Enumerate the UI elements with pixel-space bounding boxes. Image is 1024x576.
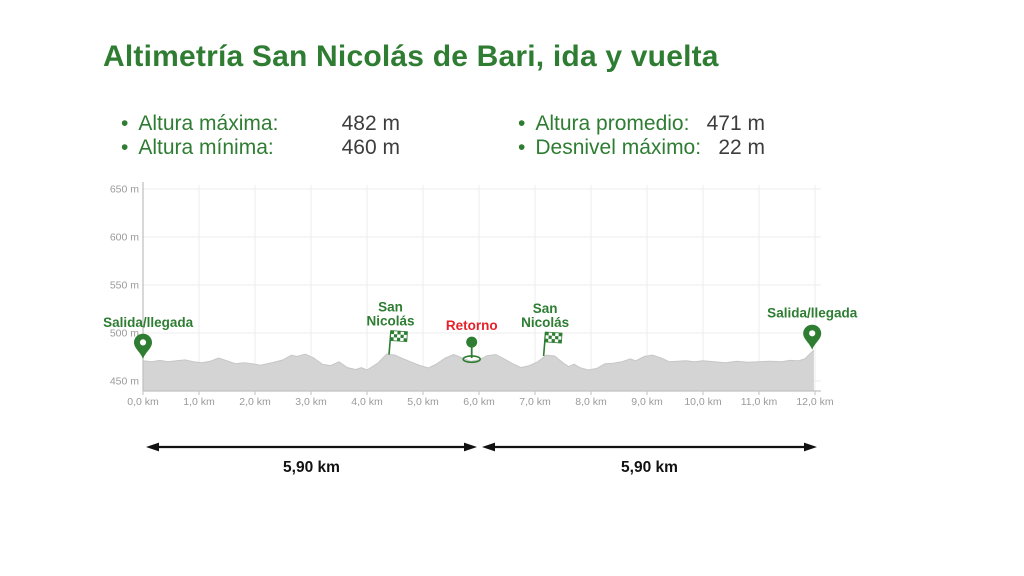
flag-square	[397, 331, 401, 335]
marker-label-san-nicolas-vuelta: Nicolás	[521, 315, 569, 330]
stat-altura-maxima: • Altura máxima: 482 m	[121, 112, 400, 136]
flag-square	[403, 338, 407, 342]
flag-square	[548, 335, 552, 340]
checkered-flag-icon	[544, 331, 563, 344]
map-pin-hole	[139, 339, 147, 346]
distance-arrow-vuelta	[481, 440, 818, 454]
stat-altura-minima: • Altura mínima: 460 m	[121, 136, 400, 160]
elevation-line	[142, 349, 815, 371]
double-arrow-icon	[482, 442, 817, 452]
map-pin-hole	[809, 330, 816, 337]
x-tick-label: 4,0 km	[351, 396, 383, 408]
x-tick-label: 3,0 km	[295, 396, 327, 408]
x-tick-label: 12,0 km	[796, 396, 834, 408]
stat-label: Altura promedio:	[535, 112, 690, 135]
round-pin-head	[466, 336, 478, 348]
distance-label-vuelta: 5,90 km	[621, 459, 678, 476]
stat-altura-promedio: • Altura promedio: 471 m	[518, 112, 765, 136]
flag-square	[393, 334, 398, 338]
flag-square	[548, 332, 553, 336]
flag-square	[555, 332, 559, 337]
flag-square	[558, 332, 563, 337]
flag-border	[389, 330, 408, 343]
flag-square	[545, 335, 549, 339]
x-tick-label: 9,0 km	[631, 396, 663, 408]
map-pin-icon	[134, 333, 152, 359]
stat-value: 460 m	[341, 136, 400, 159]
stat-value: 22 m	[718, 136, 765, 159]
stats-column-right: • Altura promedio: 471 m • Desnivel máxi…	[518, 112, 765, 160]
distance-label-ida: 5,90 km	[283, 459, 340, 476]
marker-label-retorno: Retorno	[446, 318, 498, 333]
y-tick-label: 650 m	[110, 184, 139, 196]
flag-square	[551, 339, 556, 343]
x-tick-label: 7,0 km	[519, 396, 551, 408]
stat-label: Altura máxima:	[138, 112, 279, 135]
flag-square	[551, 332, 556, 336]
marker-label-san-nicolas-vuelta: San	[533, 301, 558, 316]
flag-square	[548, 338, 552, 343]
marker-salida-right: Salida/llegada	[767, 306, 858, 350]
x-tick-label: 2,0 km	[239, 396, 271, 408]
x-tick-label: 6,0 km	[463, 396, 495, 408]
flag-square	[397, 334, 401, 338]
stat-value: 471 m	[706, 112, 765, 135]
flag-square	[545, 332, 549, 336]
flag-square	[396, 337, 401, 342]
bullet-icon: •	[518, 112, 526, 135]
stats-column-left: • Altura máxima: 482 m • Altura mínima: …	[121, 112, 400, 160]
flag-square	[400, 337, 404, 342]
flag-square	[555, 335, 559, 340]
flag-square	[544, 338, 549, 343]
double-arrow-icon	[146, 442, 477, 452]
elevation-area	[143, 350, 814, 391]
stat-label: Altura mínima:	[138, 136, 274, 159]
y-tick-label: 600 m	[110, 232, 139, 244]
stat-label: Desnivel máximo:	[535, 136, 702, 159]
stat-desnivel-maximo: • Desnivel máximo: 22 m	[518, 136, 765, 160]
y-tick-label: 500 m	[110, 328, 139, 340]
flag-square	[390, 330, 395, 335]
marker-retorno: Retorno	[446, 318, 498, 364]
stat-value: 482 m	[341, 112, 400, 135]
x-tick-label: 5,0 km	[407, 396, 439, 408]
bullet-icon: •	[121, 136, 129, 159]
x-tick-label: 8,0 km	[575, 396, 607, 408]
elevation-chart-svg: 450 m 500 m 550 m 600 m 650 m 0,0 km 1,0 km 2,0…	[103, 182, 858, 408]
x-tick-label: 1,0 km	[183, 396, 215, 408]
distance-arrow-ida	[145, 440, 478, 454]
y-tick-label: 550 m	[110, 280, 139, 292]
flag-border	[544, 331, 563, 344]
flag-square	[558, 336, 562, 340]
flag-square	[390, 333, 395, 338]
x-tick-label: 11,0 km	[741, 396, 778, 408]
flag-square	[400, 334, 404, 339]
flag-square	[554, 339, 559, 343]
flag-square	[390, 337, 394, 341]
bullet-icon: •	[518, 136, 526, 159]
page-title: Altimetría San Nicolás de Bari, ida y vu…	[103, 40, 719, 73]
checkered-flag-icon	[389, 330, 408, 343]
flag-square	[551, 335, 556, 340]
bullet-icon: •	[121, 112, 129, 135]
flag-square	[403, 334, 408, 339]
flag-square	[394, 330, 398, 335]
flag-square	[400, 331, 405, 335]
marker-label-salida-right: Salida/llegada	[767, 306, 858, 321]
marker-label-salida-left: Salida/llegada	[103, 315, 194, 330]
elevation-chart: 450 m 500 m 550 m 600 m 650 m 0,0 km 1,0 km 2,0…	[95, 182, 965, 414]
x-tick-label: 10,0 km	[684, 396, 722, 408]
y-tick-label: 450 m	[110, 376, 139, 388]
flag-square	[403, 331, 408, 336]
marker-salida-left: Salida/llegada	[103, 315, 194, 359]
flag-square	[393, 337, 398, 341]
marker-label-san-nicolas-ida: San	[378, 300, 403, 315]
flag-square	[558, 339, 562, 344]
map-pin-icon	[803, 324, 822, 350]
x-tick-label: 0,0 km	[127, 396, 159, 408]
marker-label-san-nicolas-ida: Nicolás	[366, 314, 414, 329]
